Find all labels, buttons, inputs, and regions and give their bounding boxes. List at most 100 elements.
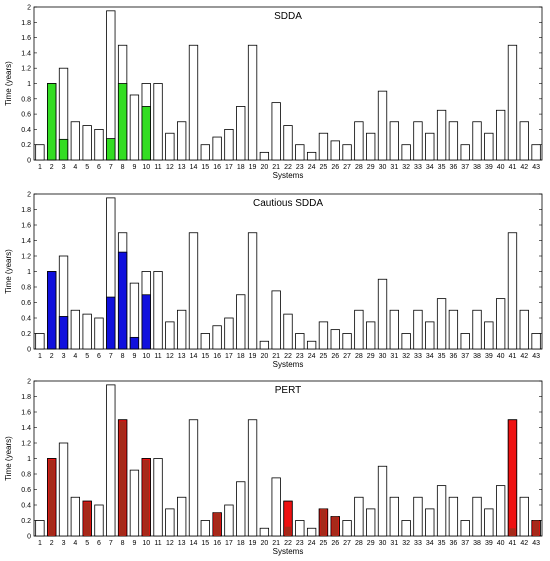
x-tick-label: 29 [367,353,375,360]
overlay-bar-system-2 [47,83,57,161]
x-tick-label: 4 [73,540,77,547]
bar-system-14 [188,232,199,350]
x-tick-label: 17 [225,353,233,360]
x-tick-label: 16 [213,353,221,360]
inner-bar-system-41 [509,528,516,536]
x-tick-label: 10 [142,540,150,547]
bar-system-37 [460,520,470,537]
x-tick-label: 16 [213,164,221,171]
bar-system-13 [177,309,187,350]
bar-system-28 [354,309,364,350]
x-tick-label: 6 [97,540,101,547]
x-tick-label: 24 [308,540,316,547]
y-axis-label: Time (years) [4,436,13,481]
x-tick-label: 19 [249,353,257,360]
x-tick-label: 12 [166,164,174,171]
x-tick-label: 38 [473,164,481,171]
x-tick-label: 38 [473,353,481,360]
x-tick-label: 17 [225,540,233,547]
bar-system-18 [236,481,246,537]
bar-system-28 [354,121,364,161]
x-tick-label: 14 [190,540,198,547]
y-tick-label: 0 [27,347,31,354]
bar-system-13 [177,496,187,537]
x-tick-label: 25 [320,353,328,360]
y-tick-label: 0 [27,534,31,541]
x-tick-label: 10 [142,164,150,171]
bar-system-18 [236,294,246,350]
overlay-bar-system-3 [58,316,69,350]
overlay-bar-system-3 [58,138,69,161]
bar-system-17 [224,504,234,537]
y-axis-label: Time (years) [4,249,13,294]
bar-system-39 [484,321,494,350]
x-tick-label: 5 [85,540,89,547]
bar-system-24 [306,527,317,537]
y-tick-label: 0.6 [21,112,31,119]
x-tick-label: 21 [272,353,280,360]
bar-system-31 [389,309,399,350]
x-tick-label: 24 [308,353,316,360]
bar-system-38 [472,496,482,537]
overlay-bar-system-2 [47,271,57,350]
bar-system-22 [283,125,293,161]
x-tick-label: 11 [154,353,161,360]
bar-system-38 [472,121,482,161]
x-tick-label: 1 [38,353,42,360]
bar-system-42 [519,496,529,537]
y-tick-label: 0.2 [21,518,31,525]
x-tick-label: 23 [296,164,304,171]
y-tick-label: 2 [27,192,31,199]
x-tick-label: 31 [390,353,398,360]
bar-system-42 [519,121,529,161]
x-tick-label: 26 [331,353,339,360]
x-tick-label: 11 [154,540,161,547]
x-tick-label: 39 [485,540,493,547]
bar-system-16 [212,325,222,350]
x-tick-label: 42 [520,353,528,360]
x-tick-label: 10 [142,353,150,360]
chart-title: Cautious SDDA [253,198,323,209]
x-tick-label: 4 [73,164,77,171]
x-tick-label: 22 [284,353,292,360]
bar-system-30 [377,465,388,537]
chart-title: PERT [275,385,302,396]
bar-system-37 [460,333,470,350]
bar-system-15 [200,144,210,161]
bar-system-40 [495,109,506,161]
bar-system-24 [306,151,317,161]
x-tick-label: 31 [390,540,398,547]
y-tick-label: 1.6 [21,223,31,230]
bar-system-41 [507,44,518,161]
x-tick-label: 36 [449,164,457,171]
x-tick-label: 8 [121,540,125,547]
bar-system-4 [70,496,81,537]
y-tick-label: 1.6 [21,35,31,42]
x-tick-label: 35 [438,540,446,547]
bar-system-29 [366,321,376,350]
x-tick-label: 42 [520,164,528,171]
bar-system-24 [306,340,317,350]
y-tick-label: 0 [27,158,31,165]
bar-system-31 [389,121,399,161]
bar-system-12 [165,508,175,537]
x-tick-label: 22 [284,540,292,547]
bar-system-21 [271,102,281,161]
bar-system-35 [436,485,447,537]
bar-system-1 [35,520,45,537]
chart-panel-2: Cautious SDDA 0 0.2 0.4 0.6 0.8 1 1.2 1.4 1.6 1.8 2… [4,192,543,369]
y-tick-label: 0.2 [21,331,31,338]
bar-system-29 [366,132,376,161]
bar-system-32 [401,144,411,161]
x-tick-label: 21 [272,164,280,171]
bar-system-4 [70,121,81,161]
x-tick-label: 33 [414,164,422,171]
x-tick-label: 5 [85,164,89,171]
x-tick-label: 28 [355,540,363,547]
bar-system-5 [82,125,92,161]
y-tick-label: 1.8 [21,207,31,214]
x-tick-label: 23 [296,353,304,360]
x-tick-label: 28 [355,164,363,171]
bar-system-39 [484,132,494,161]
x-tick-label: 19 [249,164,257,171]
